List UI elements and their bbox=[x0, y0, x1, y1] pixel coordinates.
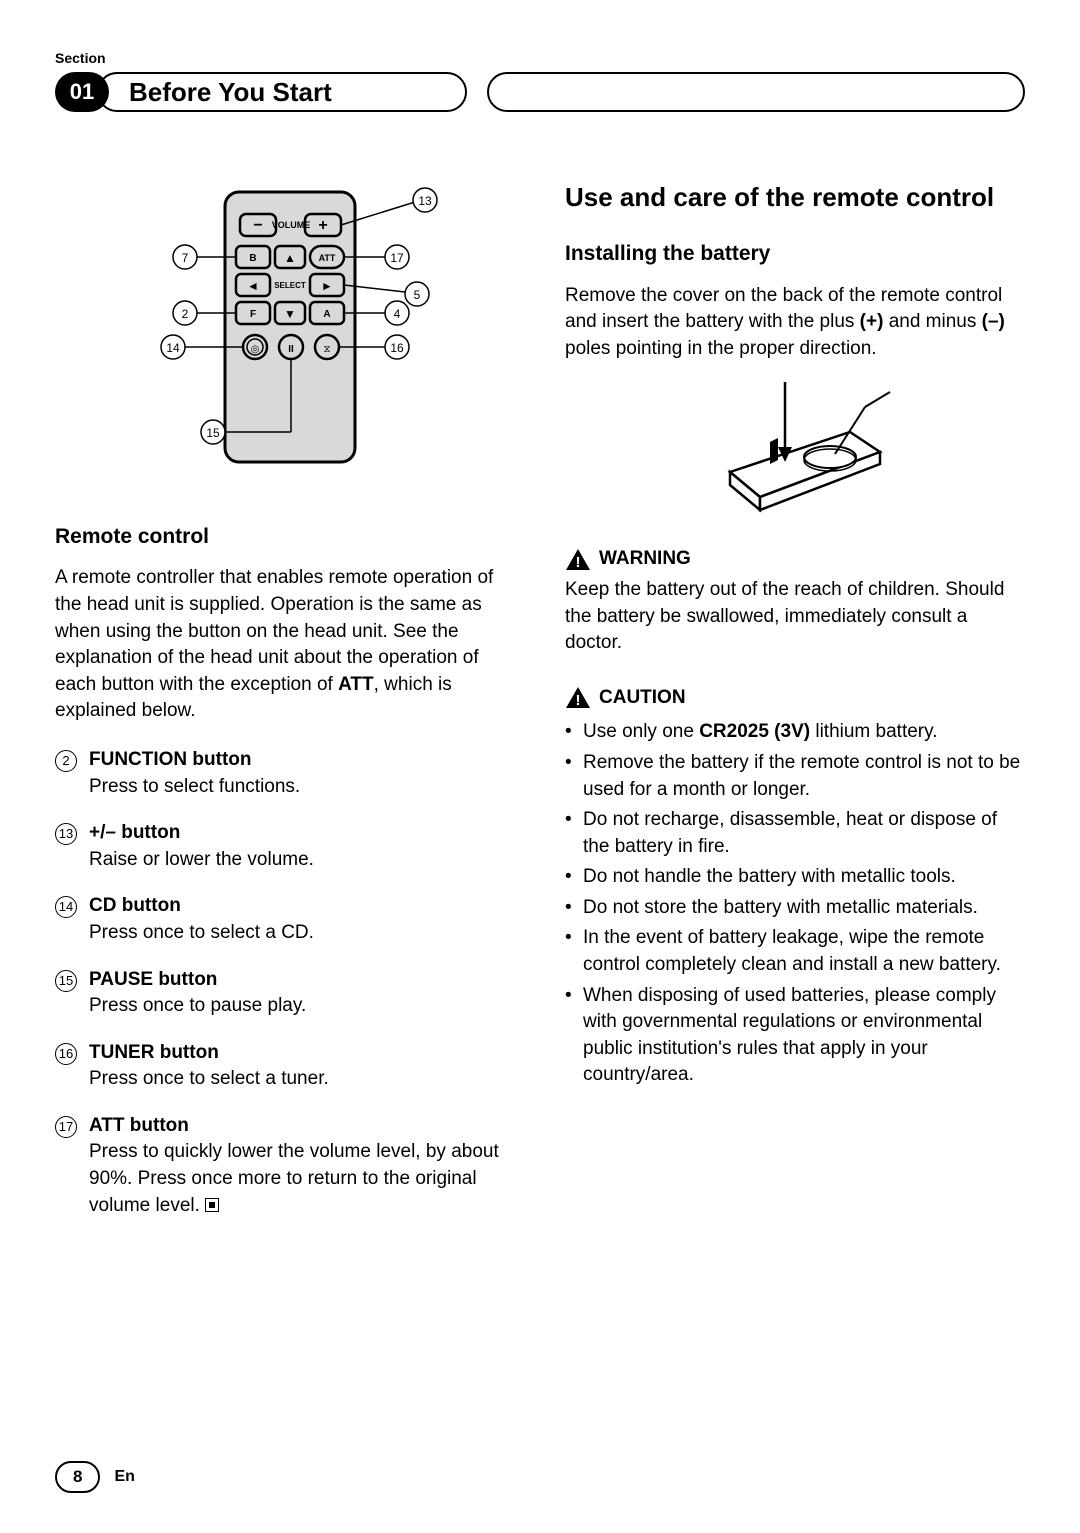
page-footer: 8 En bbox=[55, 1461, 135, 1493]
end-mark-icon bbox=[205, 1198, 219, 1212]
button-title: TUNER button bbox=[89, 1040, 329, 1067]
svg-text:▲: ▲ bbox=[284, 251, 296, 265]
caution-item: In the event of battery leakage, wipe th… bbox=[565, 925, 1025, 978]
svg-text:5: 5 bbox=[414, 288, 421, 302]
button-desc: Press once to pause play. bbox=[89, 993, 306, 1020]
right-column: Use and care of the remote control Insta… bbox=[565, 182, 1025, 1239]
svg-text:7: 7 bbox=[182, 251, 189, 265]
remote-intro: A remote controller that enables remote … bbox=[55, 565, 515, 725]
svg-text:◄: ◄ bbox=[247, 279, 259, 293]
button-title: +/– button bbox=[89, 820, 314, 847]
button-callout: 15 bbox=[55, 967, 89, 1020]
caution-header: ! CAUTION bbox=[565, 685, 1025, 712]
svg-text:!: ! bbox=[576, 554, 581, 571]
warning-text: Keep the battery out of the reach of chi… bbox=[565, 577, 1025, 657]
caution-item: Do not handle the battery with metallic … bbox=[565, 864, 1025, 891]
section-label: Section bbox=[55, 50, 1025, 66]
button-title: ATT button bbox=[89, 1113, 515, 1140]
button-item: 16 TUNER button Press once to select a t… bbox=[55, 1040, 515, 1093]
caution-item: Do not store the battery with metallic m… bbox=[565, 895, 1025, 922]
button-title: CD button bbox=[89, 893, 314, 920]
svg-text:−: − bbox=[253, 217, 262, 234]
warning-header: ! WARNING bbox=[565, 546, 1025, 573]
button-desc: Press to quickly lower the volume level,… bbox=[89, 1139, 515, 1219]
svg-text:F: F bbox=[250, 309, 256, 320]
svg-text:ATT: ATT bbox=[319, 253, 336, 263]
button-callout: 2 bbox=[55, 747, 89, 800]
svg-text:▼: ▼ bbox=[284, 307, 296, 321]
page-language: En bbox=[114, 1468, 134, 1486]
svg-text:14: 14 bbox=[166, 341, 180, 355]
svg-text:⧖: ⧖ bbox=[323, 344, 330, 355]
button-desc: Press once to select a tuner. bbox=[89, 1066, 329, 1093]
caution-item: When disposing of used batteries, please… bbox=[565, 983, 1025, 1089]
svg-text:+: + bbox=[318, 217, 327, 234]
button-desc: Raise or lower the volume. bbox=[89, 847, 314, 874]
warning-label: WARNING bbox=[599, 546, 691, 573]
header-spacer-pill bbox=[487, 72, 1025, 112]
button-desc: Press to select functions. bbox=[89, 774, 300, 801]
svg-text:SELECT: SELECT bbox=[274, 281, 306, 290]
caution-item: Remove the battery if the remote control… bbox=[565, 750, 1025, 803]
battery-install-diagram bbox=[565, 382, 1025, 522]
page-number: 8 bbox=[55, 1461, 100, 1493]
content-columns: − VOLUME + B ▲ ATT ◄ SELECT ► F bbox=[55, 182, 1025, 1239]
button-list: 2 FUNCTION button Press to select functi… bbox=[55, 747, 515, 1219]
button-item: 13 +/– button Raise or lower the volume. bbox=[55, 820, 515, 873]
install-subheading: Installing the battery bbox=[565, 239, 1025, 268]
button-title: PAUSE button bbox=[89, 967, 306, 994]
svg-text:17: 17 bbox=[390, 251, 404, 265]
button-callout: 17 bbox=[55, 1113, 89, 1219]
button-callout: 16 bbox=[55, 1040, 89, 1093]
caution-list: Use only one CR2025 (3V) lithium battery… bbox=[565, 719, 1025, 1089]
svg-text:2: 2 bbox=[182, 307, 189, 321]
button-desc: Press once to select a CD. bbox=[89, 920, 314, 947]
button-callout: 14 bbox=[55, 893, 89, 946]
warning-icon: ! bbox=[565, 548, 591, 572]
button-item: 2 FUNCTION button Press to select functi… bbox=[55, 747, 515, 800]
button-item: 14 CD button Press once to select a CD. bbox=[55, 893, 515, 946]
right-heading: Use and care of the remote control bbox=[565, 182, 1025, 213]
chapter-title: Before You Start bbox=[97, 72, 467, 112]
caution-item: Do not recharge, disassemble, heat or di… bbox=[565, 807, 1025, 860]
button-item: 15 PAUSE button Press once to pause play… bbox=[55, 967, 515, 1020]
button-callout: 13 bbox=[55, 820, 89, 873]
remote-control-diagram: − VOLUME + B ▲ ATT ◄ SELECT ► F bbox=[55, 182, 515, 482]
svg-text:►: ► bbox=[321, 279, 333, 293]
svg-text:4: 4 bbox=[394, 307, 401, 321]
button-title: FUNCTION button bbox=[89, 747, 300, 774]
caution-label: CAUTION bbox=[599, 685, 686, 712]
remote-intro-bold: ATT bbox=[338, 674, 374, 695]
chapter-number-badge: 01 bbox=[55, 72, 109, 112]
svg-text:◎: ◎ bbox=[251, 344, 260, 355]
svg-text:16: 16 bbox=[390, 341, 404, 355]
svg-text:13: 13 bbox=[418, 194, 432, 208]
left-column: − VOLUME + B ▲ ATT ◄ SELECT ► F bbox=[55, 182, 515, 1239]
svg-text:II: II bbox=[288, 344, 294, 355]
svg-text:B: B bbox=[249, 253, 256, 264]
svg-text:!: ! bbox=[576, 692, 581, 709]
remote-heading: Remote control bbox=[55, 522, 515, 551]
install-text: Remove the cover on the back of the remo… bbox=[565, 283, 1025, 363]
caution-icon: ! bbox=[565, 686, 591, 710]
caution-item: Use only one CR2025 (3V) lithium battery… bbox=[565, 719, 1025, 746]
svg-text:A: A bbox=[323, 309, 330, 320]
chapter-header: 01 Before You Start bbox=[55, 72, 1025, 112]
svg-text:15: 15 bbox=[206, 426, 220, 440]
button-item: 17 ATT button Press to quickly lower the… bbox=[55, 1113, 515, 1219]
